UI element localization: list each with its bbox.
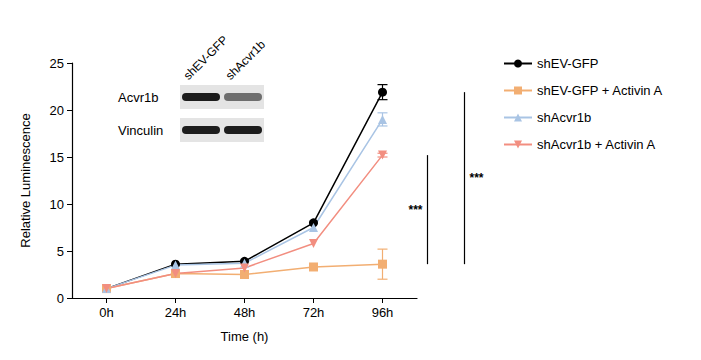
svg-text:***: ***	[408, 203, 422, 217]
svg-text:Time (h): Time (h)	[221, 329, 269, 344]
svg-text:Vinculin: Vinculin	[118, 123, 163, 138]
svg-text:Acvr1b: Acvr1b	[118, 90, 158, 105]
svg-text:20: 20	[50, 103, 64, 118]
svg-text:shAcvr1b + Activin A: shAcvr1b + Activin A	[537, 137, 655, 152]
svg-text:48h: 48h	[234, 305, 256, 320]
svg-text:***: ***	[470, 171, 484, 185]
svg-text:0: 0	[57, 291, 64, 306]
svg-text:shEV-GFP + Activin A: shEV-GFP + Activin A	[537, 83, 662, 98]
svg-text:Relative Luminescence: Relative Luminescence	[18, 113, 33, 247]
svg-text:shEV-GFP: shEV-GFP	[181, 33, 231, 83]
svg-text:0h: 0h	[99, 305, 113, 320]
svg-text:72h: 72h	[303, 305, 325, 320]
svg-text:96h: 96h	[372, 305, 394, 320]
svg-text:15: 15	[50, 150, 64, 165]
svg-text:10: 10	[50, 197, 64, 212]
svg-text:shEV-GFP: shEV-GFP	[537, 56, 598, 71]
svg-text:shAcvr1b: shAcvr1b	[537, 110, 591, 125]
svg-text:25: 25	[50, 56, 64, 71]
svg-text:shAcvr1b: shAcvr1b	[223, 37, 268, 82]
svg-text:24h: 24h	[165, 305, 187, 320]
svg-text:5: 5	[57, 244, 64, 259]
